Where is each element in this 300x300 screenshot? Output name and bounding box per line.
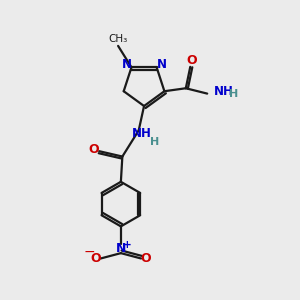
Text: CH₃: CH₃ xyxy=(109,34,128,44)
Text: N: N xyxy=(116,242,127,255)
Text: O: O xyxy=(88,143,98,156)
Text: O: O xyxy=(90,252,101,265)
Text: N: N xyxy=(156,58,167,71)
Text: NH: NH xyxy=(214,85,234,98)
Text: O: O xyxy=(186,54,197,68)
Text: NH: NH xyxy=(132,128,152,140)
Text: H: H xyxy=(229,89,238,99)
Text: N: N xyxy=(122,58,132,71)
Text: +: + xyxy=(123,240,132,250)
Text: −: − xyxy=(84,245,95,259)
Text: O: O xyxy=(141,252,152,265)
Text: H: H xyxy=(150,137,160,147)
